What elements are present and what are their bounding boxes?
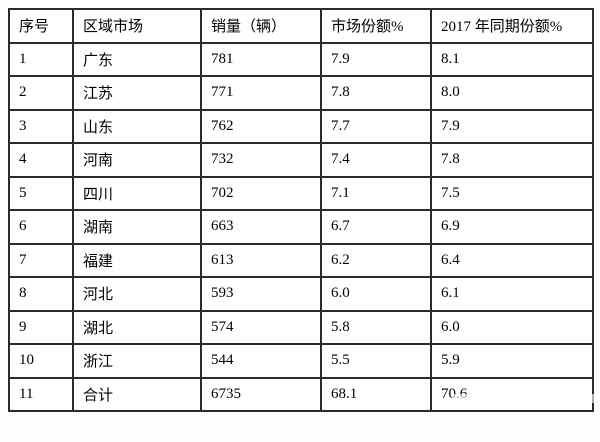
cell-share-2017: 6.1 (430, 276, 594, 312)
cell-region: 广东 (72, 41, 202, 77)
header-market-share: 市场份额% (320, 8, 432, 44)
cell-share: 5.5 (320, 343, 432, 379)
table-row: 9 湖北 574 5.8 6.0 (8, 309, 594, 345)
cell-region: 河北 (72, 276, 202, 312)
cell-share-2017: 8.0 (430, 75, 594, 111)
cell-region: 福建 (72, 242, 202, 278)
cell-share: 6.0 (320, 276, 432, 312)
table-row: 4 河南 732 7.4 7.8 (8, 142, 594, 178)
cell-share-2017: 7.5 (430, 175, 594, 211)
cell-region: 湖南 (72, 209, 202, 245)
cell-share-2017: 6.9 (430, 209, 594, 245)
cell-share: 7.9 (320, 41, 432, 77)
cell-serial: 9 (8, 309, 74, 345)
cell-share: 6.2 (320, 242, 432, 278)
header-2017-share: 2017 年同期份额% (430, 8, 594, 44)
header-serial-number: 序号 (8, 8, 74, 44)
cell-region: 河南 (72, 142, 202, 178)
cell-region: 浙江 (72, 343, 202, 379)
cell-serial: 10 (8, 343, 74, 379)
cell-serial: 7 (8, 242, 74, 278)
cell-share: 7.4 (320, 142, 432, 178)
cell-serial: 3 (8, 108, 74, 144)
cell-sales: 732 (200, 142, 322, 178)
watermark-artifact (430, 426, 595, 438)
cell-share: 6.7 (320, 209, 432, 245)
cell-serial: 2 (8, 75, 74, 111)
header-sales-volume: 销量（辆） (200, 8, 322, 44)
table-row: 10 浙江 544 5.5 5.9 (8, 343, 594, 379)
cell-region: 合计 (72, 376, 202, 412)
table-row: 5 四川 702 7.1 7.5 (8, 175, 594, 211)
cell-share-2017: 8.1 (430, 41, 594, 77)
cell-serial: 4 (8, 142, 74, 178)
cell-share-2017: 7.8 (430, 142, 594, 178)
cell-serial: 8 (8, 276, 74, 312)
cell-region: 江苏 (72, 75, 202, 111)
cell-region: 湖北 (72, 309, 202, 345)
cell-share: 5.8 (320, 309, 432, 345)
cell-sales: 6735 (200, 376, 322, 412)
table-header-row: 序号 区域市场 销量（辆） 市场份额% 2017 年同期份额% (8, 8, 594, 44)
cell-share-2017: 6.0 (430, 309, 594, 345)
cell-region: 山东 (72, 108, 202, 144)
table-row-total: 11 合计 6735 68.1 70.6 (8, 376, 594, 412)
cell-share: 7.1 (320, 175, 432, 211)
cell-serial: 11 (8, 376, 74, 412)
regional-sales-table: 序号 区域市场 销量（辆） 市场份额% 2017 年同期份额% 1 广东 781… (8, 8, 594, 412)
cell-sales: 663 (200, 209, 322, 245)
cell-share: 7.7 (320, 108, 432, 144)
cell-sales: 781 (200, 41, 322, 77)
cell-sales: 544 (200, 343, 322, 379)
table-row: 2 江苏 771 7.8 8.0 (8, 75, 594, 111)
cell-sales: 613 (200, 242, 322, 278)
cell-sales: 574 (200, 309, 322, 345)
cell-share: 68.1 (320, 376, 432, 412)
cell-region: 四川 (72, 175, 202, 211)
cell-share-2017: 5.9 (430, 343, 594, 379)
cell-serial: 1 (8, 41, 74, 77)
cell-sales: 762 (200, 108, 322, 144)
table-row: 1 广东 781 7.9 8.1 (8, 41, 594, 77)
table-row: 6 湖南 663 6.7 6.9 (8, 209, 594, 245)
table-row: 7 福建 613 6.2 6.4 (8, 242, 594, 278)
cell-sales: 593 (200, 276, 322, 312)
cell-share-2017: 6.4 (430, 242, 594, 278)
cell-serial: 5 (8, 175, 74, 211)
table-row: 8 河北 593 6.0 6.1 (8, 276, 594, 312)
cell-sales: 702 (200, 175, 322, 211)
cell-serial: 6 (8, 209, 74, 245)
cell-share: 7.8 (320, 75, 432, 111)
cell-sales: 771 (200, 75, 322, 111)
header-regional-market: 区域市场 (72, 8, 202, 44)
table-row: 3 山东 762 7.7 7.9 (8, 108, 594, 144)
cell-share-2017: 7.9 (430, 108, 594, 144)
cell-share-2017: 70.6 (430, 376, 594, 412)
